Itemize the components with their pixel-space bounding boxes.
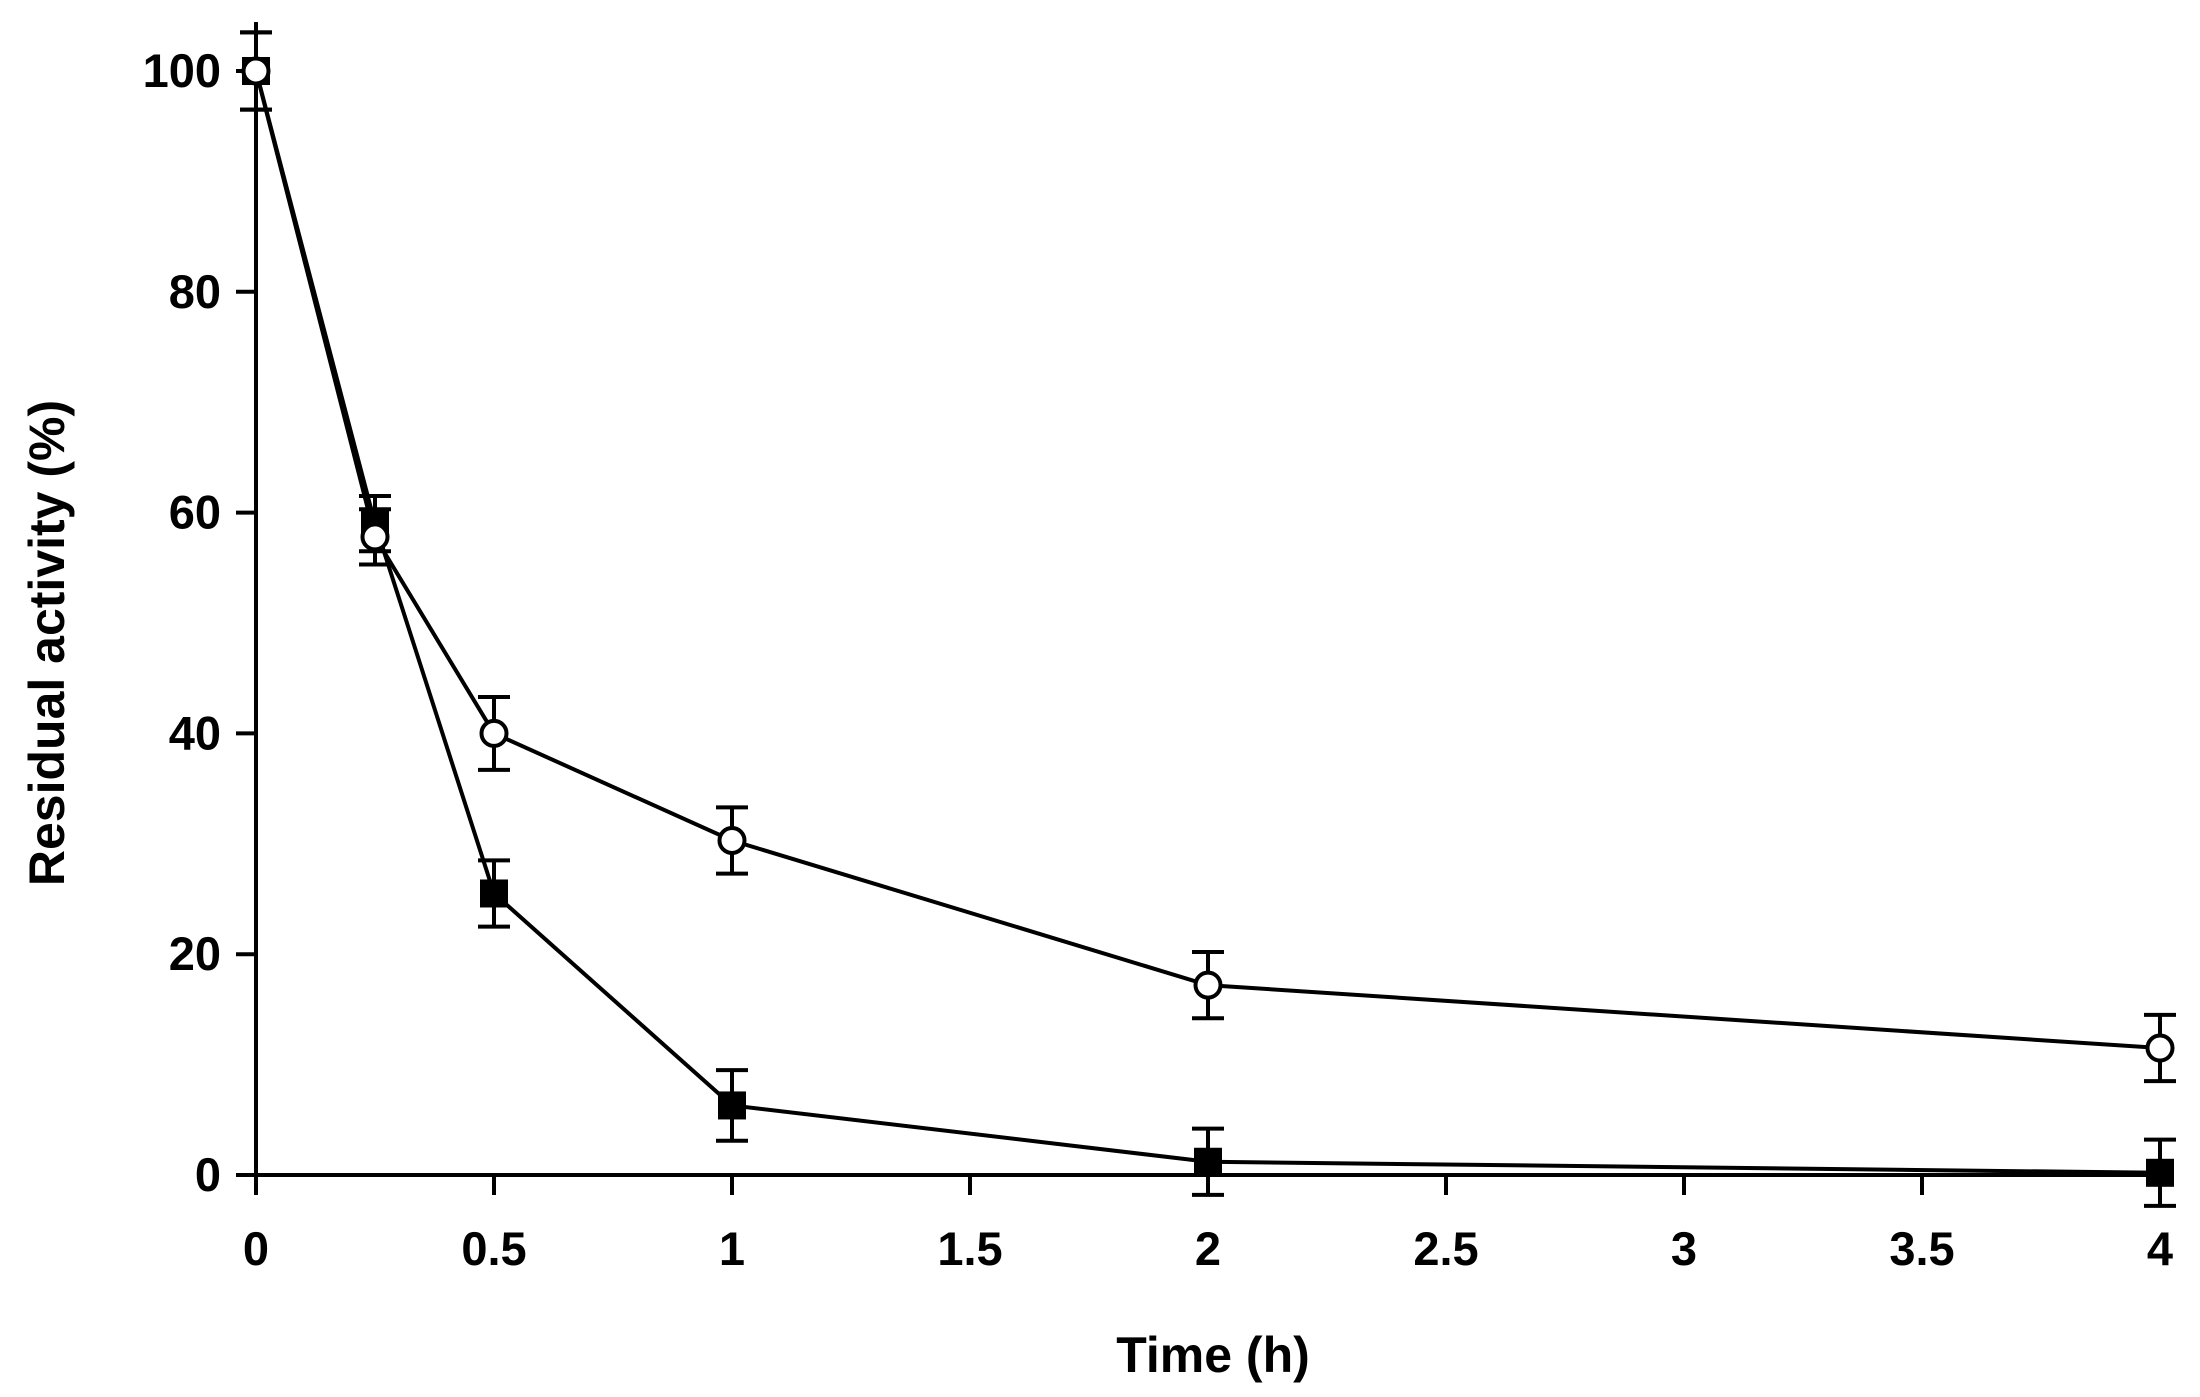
series-line-squares (254, 70, 2161, 1175)
y-tick-label: 20 (169, 927, 221, 980)
x-tick-label: 2 (1195, 1222, 1221, 1275)
y-tick-label: 40 (169, 706, 221, 759)
data-point-circle (1193, 970, 1223, 1000)
series-line-circles (254, 70, 2161, 1051)
x-axis-title: Time (h) (1116, 1327, 1310, 1383)
data-point-circle (717, 825, 747, 855)
y-tick-label: 100 (143, 44, 221, 97)
x-tick-label: 0 (243, 1222, 269, 1275)
x-tick-label: 1.5 (937, 1222, 1002, 1275)
x-tick-label: 4 (2147, 1222, 2173, 1275)
data-point-circle (2145, 1033, 2175, 1063)
x-tick-label: 3 (1671, 1222, 1697, 1275)
series-group (240, 30, 2176, 1208)
data-point-square (718, 1091, 746, 1120)
data-point-square (1194, 1147, 1222, 1176)
x-tick-label: 2.5 (1413, 1222, 1478, 1275)
data-point-circle (360, 522, 390, 552)
y-tick-label: 80 (169, 265, 221, 318)
data-point-circle (241, 56, 271, 86)
y-axis-title: Residual activity (%) (19, 400, 75, 886)
data-point-square (2146, 1158, 2174, 1187)
data-point-circle (479, 718, 509, 748)
x-tick-label: 3.5 (1889, 1222, 1954, 1275)
y-tick-label: 0 (195, 1148, 221, 1201)
series-circles (240, 30, 2176, 1084)
y-tick-label: 60 (169, 486, 221, 539)
x-tick-label: 0.5 (461, 1222, 526, 1275)
x-tick-label: 1 (719, 1222, 745, 1275)
data-point-square (480, 879, 508, 908)
